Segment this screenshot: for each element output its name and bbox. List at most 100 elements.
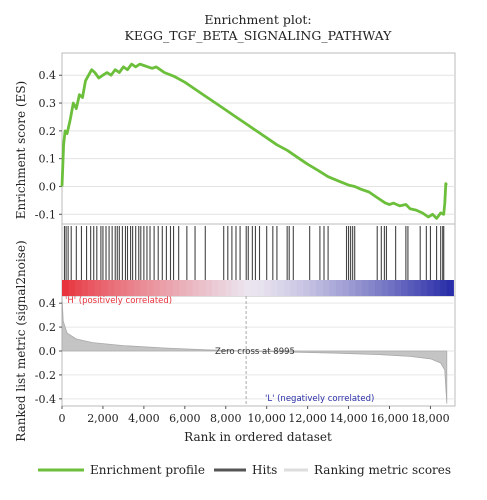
es-line-group bbox=[60, 62, 448, 220]
ranked-y-ticks: -0.4 -0.2 0.0 0.2 0.4 bbox=[35, 297, 62, 406]
es-y-ticks: -0.1 0.0 0.1 0.2 0.3 0.4 bbox=[35, 69, 62, 221]
heatmap-segment bbox=[244, 280, 252, 296]
heatmap-segment bbox=[264, 280, 272, 296]
heatmap-segment bbox=[394, 280, 402, 296]
heatmap-segment bbox=[342, 280, 350, 296]
heatmap-segment bbox=[75, 280, 83, 296]
x-tick-label: 4,000 bbox=[128, 412, 160, 425]
heatmap-segment bbox=[322, 280, 331, 296]
heatmap-segment bbox=[414, 280, 422, 296]
x-ticks: 0 2,000 4,000 6,000 8,000 10,000 12,000 14,000 1… bbox=[59, 406, 450, 425]
heatmap-segment bbox=[88, 280, 96, 296]
x-tick-label: 18,000 bbox=[411, 412, 450, 425]
heatmap-segment bbox=[198, 280, 207, 296]
legend-label-hits: Hits bbox=[252, 463, 277, 477]
heatmap-segment bbox=[277, 280, 285, 296]
zero-cross-label: Zero cross at 8995 bbox=[215, 347, 295, 357]
heatmap-segment bbox=[251, 280, 259, 296]
ranked-y-tick-label: 0.4 bbox=[39, 297, 57, 310]
x-axis-label: Rank in ordered dataset bbox=[184, 430, 332, 444]
heatmap-segment bbox=[329, 280, 337, 296]
legend-label-ranking: Ranking metric scores bbox=[314, 463, 451, 477]
ranked-y-tick-label: -0.4 bbox=[35, 393, 56, 406]
hits-group bbox=[63, 226, 445, 280]
heatmap-segment bbox=[316, 280, 324, 296]
heatmap-segment bbox=[172, 280, 181, 296]
heatmap-segment bbox=[309, 280, 317, 296]
es-y-tick-label: 0.0 bbox=[39, 180, 57, 193]
heatmap-segment bbox=[146, 280, 154, 296]
heatmap-segment bbox=[68, 280, 76, 296]
x-tick-label: 8,000 bbox=[210, 412, 242, 425]
es-y-tick-label: 0.1 bbox=[39, 153, 57, 166]
es-y-tick-label: -0.1 bbox=[35, 208, 56, 221]
heatmap-segment bbox=[94, 280, 102, 296]
positive-correlated-label: 'H' (positively correlated) bbox=[65, 296, 172, 306]
ranked-y-tick-label: -0.2 bbox=[35, 369, 56, 382]
heatmap-segment bbox=[159, 280, 167, 296]
heatmap-segment bbox=[205, 280, 213, 296]
heatmap-segment bbox=[185, 280, 194, 296]
heatmap-segment bbox=[348, 280, 357, 296]
heatmap-segment bbox=[303, 280, 311, 296]
heatmap-segment bbox=[335, 280, 344, 296]
heatmap-segment bbox=[212, 280, 220, 296]
heatmap-segment bbox=[427, 280, 435, 296]
heatmap-segment bbox=[127, 280, 135, 296]
heatmap-segment bbox=[388, 280, 396, 296]
es-y-tick-label: 0.3 bbox=[39, 97, 57, 110]
heatmap-segment bbox=[420, 280, 428, 296]
heatmap-segment bbox=[114, 280, 122, 296]
enrichment-profile-line bbox=[60, 62, 448, 220]
x-tick-label: 2,000 bbox=[87, 412, 119, 425]
es-y-axis-label: Enrichment score (ES) bbox=[14, 81, 28, 219]
heatmap-segment bbox=[179, 280, 187, 296]
heatmap-segment bbox=[401, 280, 409, 296]
heatmap-segment bbox=[140, 280, 148, 296]
chart-title-line1: Enrichment plot: bbox=[204, 12, 311, 27]
heatmap-segment bbox=[368, 280, 376, 296]
x-tick-label: 10,000 bbox=[247, 412, 286, 425]
heatmap-segment bbox=[440, 280, 448, 296]
x-tick-label: 16,000 bbox=[370, 412, 409, 425]
heatmap-segment bbox=[446, 280, 454, 296]
ranked-y-tick-label: 0.0 bbox=[39, 345, 57, 358]
ranked-y-tick-label: 0.2 bbox=[39, 321, 57, 334]
x-tick-label: 0 bbox=[59, 412, 66, 425]
heatmap-segment bbox=[433, 280, 441, 296]
es-gridlines bbox=[62, 74, 455, 215]
heatmap-segment bbox=[257, 280, 265, 296]
negative-correlated-label: 'L' (negatively correlated) bbox=[265, 394, 374, 404]
x-tick-label: 14,000 bbox=[329, 412, 368, 425]
chart-title-line2: KEGG_TGF_BETA_SIGNALING_PATHWAY bbox=[125, 28, 393, 43]
heatmap-segment bbox=[107, 280, 115, 296]
heatmap-segment bbox=[225, 280, 233, 296]
heatmap-segment bbox=[153, 280, 161, 296]
legend: Enrichment profile Hits Ranking metric s… bbox=[38, 463, 451, 477]
x-tick-label: 6,000 bbox=[169, 412, 201, 425]
heatmap-segment bbox=[192, 280, 200, 296]
es-panel-frame bbox=[61, 52, 456, 225]
heatmap-segment bbox=[296, 280, 304, 296]
heatmap-segment bbox=[231, 280, 239, 296]
ranked-metric-group bbox=[61, 295, 448, 406]
heatmap-segment bbox=[381, 280, 389, 296]
heatmap-segment bbox=[166, 280, 174, 296]
heatmap-bar bbox=[62, 280, 454, 296]
x-tick-label: 12,000 bbox=[288, 412, 327, 425]
heatmap-segment bbox=[62, 280, 70, 296]
heatmap-segment bbox=[362, 280, 370, 296]
ranking-metric-area bbox=[61, 295, 448, 404]
heatmap-segment bbox=[270, 280, 278, 296]
legend-label-enrichment: Enrichment profile bbox=[90, 463, 205, 477]
es-y-tick-label: 0.4 bbox=[39, 69, 57, 82]
heatmap-segment bbox=[290, 280, 298, 296]
heatmap-segment bbox=[375, 280, 383, 296]
heatmap-segment bbox=[238, 280, 246, 296]
heatmap-segment bbox=[218, 280, 226, 296]
heatmap-segment bbox=[407, 280, 415, 296]
es-y-tick-label: 0.2 bbox=[39, 125, 57, 138]
heatmap-segment bbox=[283, 280, 291, 296]
